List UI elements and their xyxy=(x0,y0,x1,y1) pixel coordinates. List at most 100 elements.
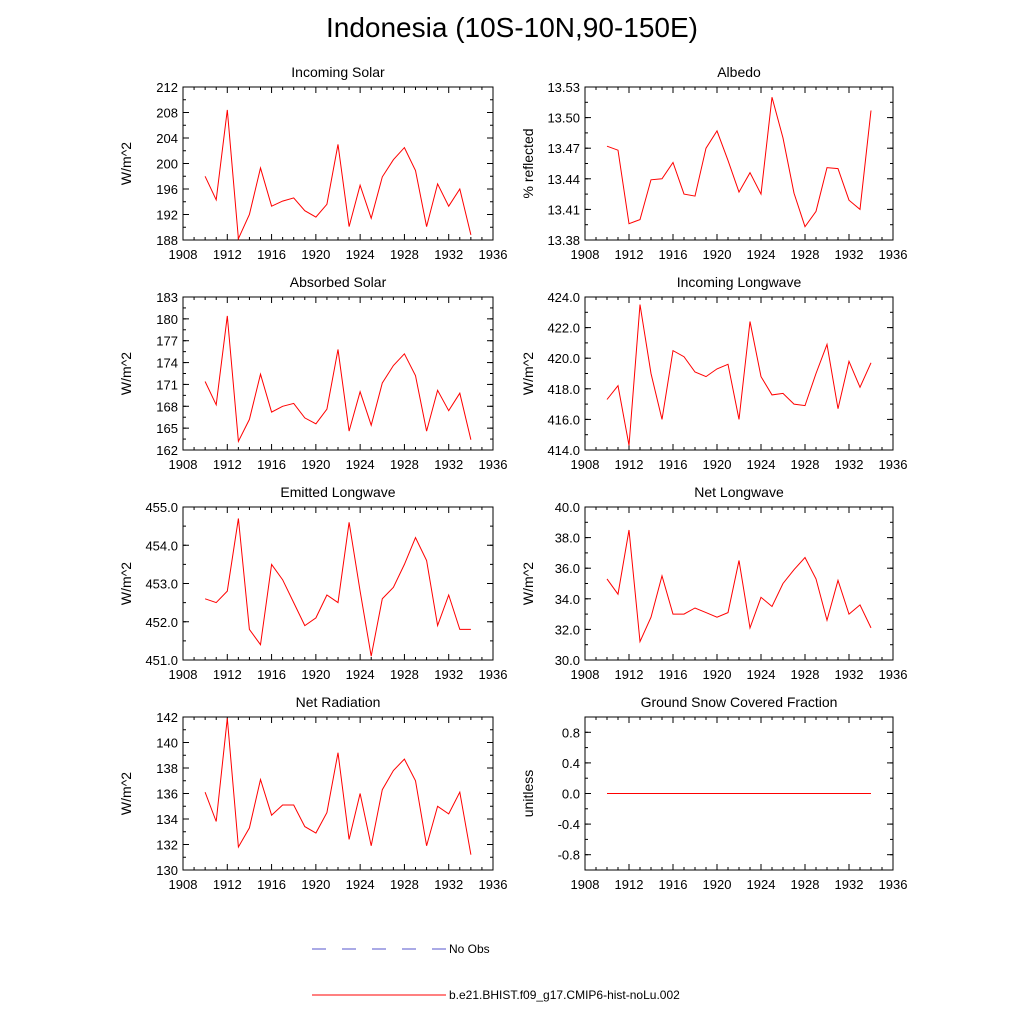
x-tick-label: 1908 xyxy=(169,667,198,682)
y-tick-label: 36.0 xyxy=(555,561,580,576)
x-tick-label: 1924 xyxy=(346,667,375,682)
x-tick-label: 1928 xyxy=(390,247,419,262)
x-tick-label: 1936 xyxy=(479,877,508,892)
y-tick-label: 13.41 xyxy=(547,202,580,217)
x-tick-label: 1912 xyxy=(615,247,644,262)
x-tick-label: 1916 xyxy=(659,667,688,682)
y-axis-label: W/m^2 xyxy=(118,142,134,185)
y-tick-label: 454.0 xyxy=(145,538,178,553)
x-tick-label: 1912 xyxy=(615,457,644,472)
y-tick-label: 192 xyxy=(156,208,178,223)
y-tick-label: 30.0 xyxy=(555,653,580,668)
y-tick-label: 200 xyxy=(156,157,178,172)
plot-frame xyxy=(182,296,494,451)
x-tick-label: 1932 xyxy=(835,667,864,682)
x-tick-label: 1920 xyxy=(703,457,732,472)
y-tick-label: 13.47 xyxy=(547,141,580,156)
x-tick-label: 1916 xyxy=(659,247,688,262)
x-tick-label: 1932 xyxy=(434,667,463,682)
x-tick-label: 1924 xyxy=(747,457,776,472)
x-tick-label: 1920 xyxy=(703,247,732,262)
y-tick-label: 188 xyxy=(156,233,178,248)
y-axis-label: W/m^2 xyxy=(118,772,134,815)
y-tick-label: 174 xyxy=(156,356,178,371)
panel-albedo: 1908 1912 1916 1920 1924 1928 1932 1936 13.38 13.… xyxy=(520,64,907,262)
x-tick-label: 1924 xyxy=(747,667,776,682)
y-tick-label: 451.0 xyxy=(145,653,178,668)
panel-title: Incoming Solar xyxy=(291,64,385,80)
y-axis-label: W/m^2 xyxy=(118,562,134,605)
y-tick-label: 196 xyxy=(156,182,178,197)
x-tick-label: 1936 xyxy=(479,457,508,472)
y-tick-label: -0.4 xyxy=(558,817,580,832)
x-tick-label: 1928 xyxy=(390,877,419,892)
x-tick-label: 1912 xyxy=(213,877,242,892)
y-tick-label: 13.50 xyxy=(547,111,580,126)
y-axis-label: unitless xyxy=(520,770,536,817)
x-tick-label: 1924 xyxy=(747,247,776,262)
y-tick-label: 132 xyxy=(156,838,178,853)
x-tick-label: 1920 xyxy=(301,247,330,262)
x-tick-label: 1932 xyxy=(434,877,463,892)
panel-incoming-solar: 1908 1912 1916 1920 1924 1928 1932 1936 188 192 19… xyxy=(118,64,507,262)
y-tick-label: 142 xyxy=(156,710,178,725)
x-tick-label: 1908 xyxy=(571,877,600,892)
y-tick-label: 40.0 xyxy=(555,500,580,515)
y-tick-label: 418.0 xyxy=(547,382,580,397)
x-tick-label: 1928 xyxy=(791,877,820,892)
y-axis-label: % reflected xyxy=(520,128,536,198)
x-tick-label: 1916 xyxy=(257,877,286,892)
x-tick-label: 1916 xyxy=(257,667,286,682)
x-tick-label: 1932 xyxy=(434,247,463,262)
x-tick-label: 1936 xyxy=(879,877,908,892)
y-tick-label: 38.0 xyxy=(555,531,580,546)
x-tick-label: 1908 xyxy=(571,667,600,682)
plot-frame xyxy=(182,506,494,661)
y-tick-label: 422.0 xyxy=(547,321,580,336)
y-tick-label: 136 xyxy=(156,787,178,802)
panel-incoming-longwave: 1908 1912 1916 1920 1924 1928 1932 1936 414.0 416… xyxy=(520,274,907,472)
panel-net-radiation: 1908 1912 1916 1920 1924 1928 1932 1936 130 132 13… xyxy=(118,694,507,892)
y-tick-label: 162 xyxy=(156,443,178,458)
y-tick-label: 13.44 xyxy=(547,172,580,187)
y-tick-label: 0.0 xyxy=(562,787,580,802)
y-axis-label: W/m^2 xyxy=(118,352,134,395)
panel-title: Net Longwave xyxy=(694,484,784,500)
x-tick-label: 1928 xyxy=(791,667,820,682)
x-tick-label: 1932 xyxy=(835,247,864,262)
y-tick-label: 13.38 xyxy=(547,233,580,248)
panel-title: Net Radiation xyxy=(296,694,381,710)
x-tick-label: 1936 xyxy=(879,457,908,472)
y-tick-label: 212 xyxy=(156,80,178,95)
plot-frame xyxy=(584,86,894,241)
y-tick-label: 0.8 xyxy=(562,725,580,740)
panel-title: Absorbed Solar xyxy=(290,274,387,290)
y-tick-label: 453.0 xyxy=(145,577,178,592)
x-tick-label: 1908 xyxy=(571,457,600,472)
plot-frame xyxy=(584,506,894,661)
x-tick-label: 1908 xyxy=(169,457,198,472)
y-axis-label: W/m^2 xyxy=(520,562,536,605)
x-tick-label: 1936 xyxy=(479,247,508,262)
series-line xyxy=(606,529,872,644)
y-tick-label: 140 xyxy=(156,736,178,751)
panel-title: Incoming Longwave xyxy=(677,274,802,290)
x-tick-label: 1928 xyxy=(791,247,820,262)
panel-title: Albedo xyxy=(717,64,761,80)
plot-frame xyxy=(182,86,494,241)
series-line xyxy=(204,518,471,657)
y-tick-label: 420.0 xyxy=(547,351,580,366)
panel-title: Emitted Longwave xyxy=(280,484,395,500)
x-tick-label: 1920 xyxy=(301,877,330,892)
y-tick-label: 138 xyxy=(156,761,178,776)
y-tick-label: 134 xyxy=(156,812,178,827)
x-tick-label: 1936 xyxy=(479,667,508,682)
panel-emitted-longwave: 1908 1912 1916 1920 1924 1928 1932 1936 451.0 452… xyxy=(118,484,507,682)
panel-title: Ground Snow Covered Fraction xyxy=(641,694,838,710)
series-line xyxy=(204,718,472,855)
panel-absorbed-solar: 1908 1912 1916 1920 1924 1928 1932 1936 162 165 16… xyxy=(118,274,507,472)
y-tick-label: 32.0 xyxy=(555,622,580,637)
x-tick-label: 1932 xyxy=(835,457,864,472)
y-tick-label: 452.0 xyxy=(145,615,178,630)
series-line xyxy=(606,97,872,228)
